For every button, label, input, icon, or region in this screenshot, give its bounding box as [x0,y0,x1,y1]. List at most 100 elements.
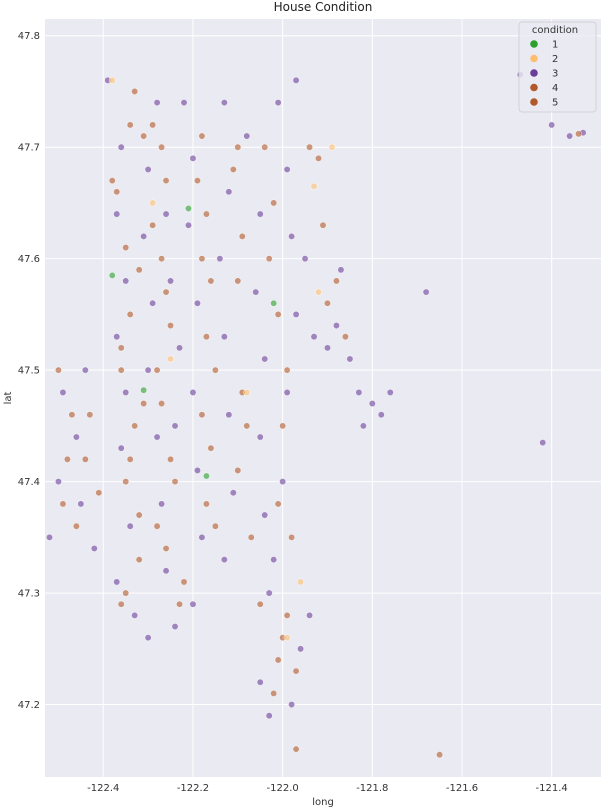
legend-label: 1 [552,40,558,51]
data-point-condition-3 [220,333,228,341]
x-tick-label: -121.6 [446,783,478,794]
data-point-condition-5 [274,656,282,664]
data-point-condition-5 [117,344,125,352]
legend-box [518,21,597,113]
data-point-condition-4 [575,130,583,138]
data-point-condition-3 [270,556,278,564]
x-tick-label: -122.0 [267,783,299,794]
data-point-condition-4 [72,522,80,530]
data-point-condition-3 [220,99,228,107]
data-point-condition-5 [162,288,170,296]
data-point-condition-4 [63,455,71,463]
data-point-condition-4 [131,422,139,430]
data-point-condition-3 [131,611,139,619]
data-point-condition-5 [256,600,264,608]
grid-lines [45,19,601,777]
x-tick-label: -122.4 [87,783,119,794]
data-point-condition-4 [274,310,282,318]
data-point-condition-3 [265,712,273,720]
y-tick-label: 47.7 [18,143,40,154]
x-tick-label: -121.8 [356,783,388,794]
data-point-condition-3 [54,478,62,486]
data-point-condition-4 [279,422,287,430]
data-point-condition-4 [198,132,206,140]
legend-marker [530,98,538,106]
data-point-condition-5 [265,255,273,263]
data-point-condition-5 [135,266,143,274]
data-point-condition-3 [355,388,363,396]
plot-background [45,19,601,777]
data-point-condition-4 [202,210,210,218]
data-point-condition-4 [122,244,130,252]
data-point-condition-3 [144,634,152,642]
data-point-condition-4 [122,478,130,486]
data-point-condition-3 [140,232,148,240]
data-point-condition-5 [198,411,206,419]
data-point-condition-3 [265,589,273,597]
data-point-condition-3 [261,355,269,363]
data-point-condition-4 [158,255,166,263]
data-point-condition-1 [140,386,148,394]
y-tick-label: 47.6 [18,254,40,265]
data-point-condition-1 [108,271,116,279]
data-point-condition-3 [306,611,314,619]
data-point-condition-2 [108,76,116,84]
data-point-condition-3 [162,567,170,575]
data-point-condition-4 [86,411,94,419]
legend: condition 1 2 3 4 5 [518,21,597,113]
x-tick-label: -122.2 [177,783,209,794]
data-point-condition-3 [332,322,340,330]
data-point-condition-4 [171,478,179,486]
legend-entries: 1 2 3 4 5 [530,40,558,109]
data-point-condition-5 [153,366,161,374]
data-point-condition-3 [377,411,385,419]
data-point-condition-5 [202,500,210,508]
data-point-condition-3 [149,299,157,307]
data-point-condition-4 [176,600,184,608]
data-point-condition-3 [171,623,179,631]
data-point-condition-4 [238,232,246,240]
data-point-condition-3 [113,578,121,586]
data-point-condition-3 [337,266,345,274]
data-point-condition-5 [315,154,323,162]
data-point-condition-4 [158,400,166,408]
data-point-condition-5 [274,500,282,508]
data-point-condition-4 [162,177,170,185]
data-point-condition-4 [207,277,215,285]
data-point-condition-3 [189,154,197,162]
data-point-condition-4 [140,132,148,140]
data-point-condition-1 [202,472,210,480]
data-point-condition-2 [297,578,305,586]
data-point-condition-3 [279,478,287,486]
data-point-condition-3 [126,522,134,530]
x-axis-tick-labels: -122.4 -122.2 -122.0 -121.8 -121.6 -121.4 [87,783,568,794]
data-point-condition-3 [256,210,264,218]
data-point-condition-1 [184,205,192,213]
data-point-condition-3 [158,500,166,508]
data-point-condition-5 [68,411,76,419]
legend-title: condition [532,25,578,36]
legend-label: 5 [552,98,558,109]
data-point-condition-5 [126,121,134,129]
y-tick-label: 47.4 [18,477,40,488]
data-point-condition-3 [122,277,130,285]
data-point-condition-3 [153,99,161,107]
data-point-condition-3 [566,132,574,140]
data-point-condition-4 [292,745,300,753]
data-point-condition-3 [346,355,354,363]
y-tick-label: 47.8 [18,31,40,42]
chart-title: House Condition [274,0,373,14]
data-point-condition-3 [167,277,175,285]
data-point-condition-3 [539,439,547,447]
data-point-condition-3 [153,433,161,441]
data-point-condition-4 [135,556,143,564]
data-point-condition-3 [288,232,296,240]
data-point-condition-2 [310,182,318,190]
data-point-condition-4 [211,522,219,530]
data-point-condition-2 [315,288,323,296]
data-point-condition-2 [328,143,336,151]
data-point-condition-3 [422,288,430,296]
data-point-condition-5 [153,522,161,530]
y-tick-label: 47.3 [18,589,40,600]
data-point-condition-5 [234,277,242,285]
